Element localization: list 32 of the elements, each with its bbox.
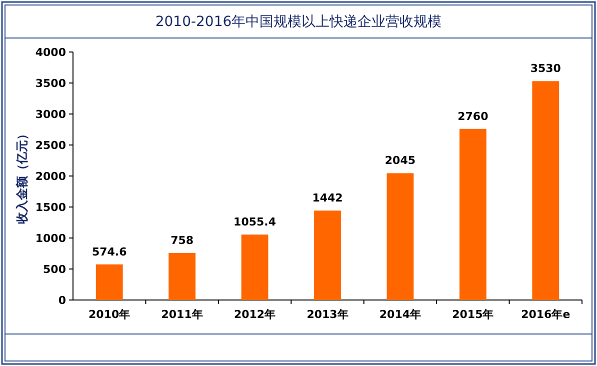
- x-tick-label: 2015年: [452, 308, 494, 321]
- y-tick-label: 4000: [35, 46, 66, 59]
- data-label: 574.6: [92, 245, 128, 258]
- y-tick-label: 2000: [35, 170, 66, 183]
- y-tick-label: 3000: [35, 108, 66, 121]
- x-tick-label: 2014年: [379, 308, 422, 321]
- data-label: 3530: [530, 62, 562, 76]
- y-tick-label: 1500: [35, 201, 66, 214]
- y-tick-label: 1000: [35, 232, 66, 245]
- data-label: 1055.4: [234, 216, 276, 229]
- bar: [532, 81, 560, 300]
- bar: [168, 253, 196, 300]
- y-tick-label: 2500: [35, 139, 66, 152]
- bar: [96, 264, 123, 300]
- bar: [241, 234, 268, 300]
- data-label: 758: [170, 234, 194, 248]
- data-label: 2760: [458, 110, 489, 123]
- y-axis-title: 收入金额（亿元）: [15, 128, 29, 224]
- x-tick-label: 2011年: [161, 308, 203, 321]
- x-tick-label: 2016年e: [521, 308, 570, 321]
- y-tick-label: 0: [58, 294, 66, 307]
- x-tick-label: 2010年: [88, 308, 130, 321]
- chart-title: 2010-2016年中国规模以上快递企业营收规模: [155, 14, 442, 30]
- data-label: 1442: [312, 192, 343, 205]
- y-tick-label: 500: [43, 263, 66, 276]
- data-label: 2045: [384, 154, 416, 168]
- bar: [314, 210, 341, 300]
- x-tick-label: 2012年: [234, 308, 276, 321]
- y-tick-label: 3500: [35, 77, 66, 90]
- x-tick-label: 2013年: [306, 308, 348, 321]
- bar: [386, 173, 414, 300]
- bar: [459, 128, 486, 300]
